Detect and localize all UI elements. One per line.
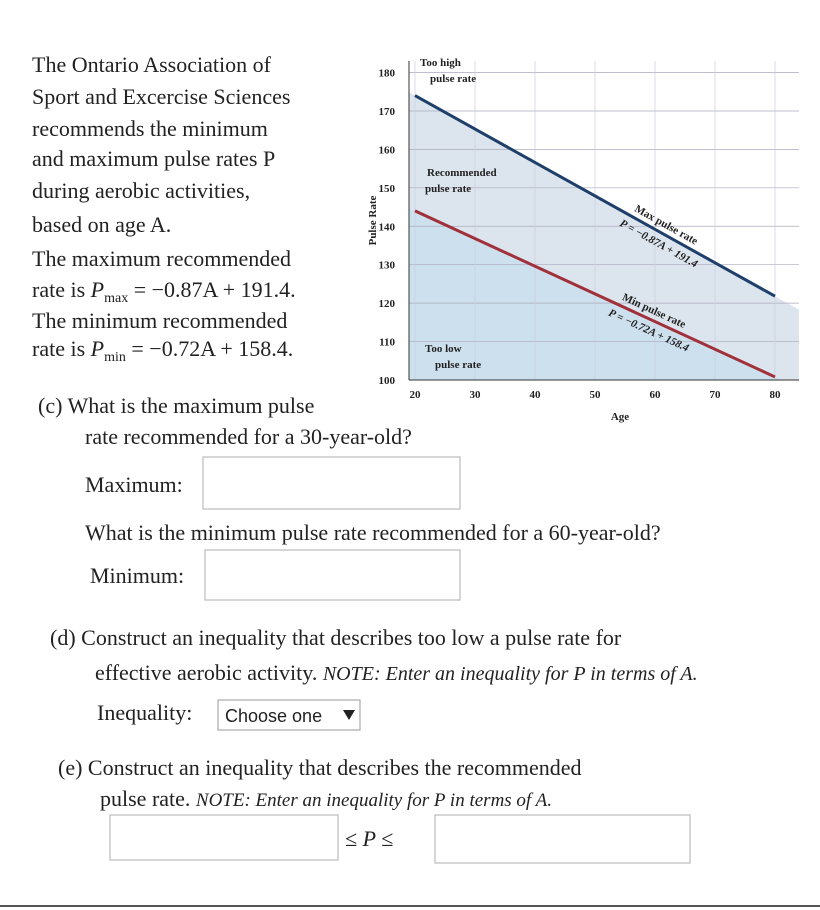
x-tick-label: 50 (590, 389, 602, 401)
answer-label: Minimum: (90, 563, 184, 588)
y-tick-label: 120 (379, 298, 396, 310)
x-tick-label: 30 (470, 389, 482, 401)
rule-prefix: rate is (32, 277, 91, 302)
note: NOTE: Enter an inequality for P in terms… (195, 790, 552, 811)
x-tick-label: 20 (410, 389, 422, 401)
region-recommended (409, 92, 799, 380)
maximum-input[interactable] (202, 456, 461, 510)
x-tick-label: 60 (650, 389, 662, 401)
question-e-line: pulse rate. NOTE: Enter an inequality fo… (100, 786, 552, 811)
question-c-line: rate recommended for a 30-year-old? (85, 424, 412, 449)
minimum-input[interactable] (204, 549, 461, 601)
rule-sub: max (104, 291, 128, 306)
rule-var: P (90, 336, 104, 361)
rule-prefix: rate is (32, 336, 91, 361)
intro-line: recommends the minimum (32, 116, 268, 141)
inequality-label: Inequality: (97, 700, 192, 725)
region-label: pulse rate (430, 73, 476, 85)
y-tick-label: 100 (379, 375, 396, 387)
intro-line: based on age A. (32, 212, 171, 237)
question-text: effective aerobic activity. (95, 660, 323, 685)
question-text: pulse rate. (100, 786, 196, 811)
rule-suffix: = −0.72A + 158.4. (126, 336, 293, 361)
series-line (414, 209, 776, 379)
dropdown-arrow (343, 710, 355, 720)
dropdown-text: Choose one (225, 706, 322, 726)
y-tick-label: 180 (379, 68, 396, 80)
region-label: Recommended (427, 167, 497, 179)
x-tick-label: 70 (710, 389, 722, 401)
question-c-line: (c) What is the maximum pulse (38, 393, 314, 418)
rule-sub: min (104, 350, 126, 365)
intro-line: Sport and Excercise Sciences (32, 84, 290, 109)
y-tick-label: 160 (379, 144, 396, 156)
y-tick-label: 150 (379, 183, 396, 195)
relation: ≤ P ≤ (345, 826, 393, 851)
lower-bound-input[interactable] (109, 814, 339, 861)
upper-bound-input[interactable] (434, 814, 691, 864)
intro-rule: rate is Pmin = −0.72A + 158.4. (32, 336, 293, 365)
region-label: pulse rate (435, 359, 481, 371)
intro-line: and maximum pulse rates P (32, 146, 275, 171)
inequality-dropdown[interactable] (217, 699, 361, 731)
note: NOTE: Enter an inequality for P in terms… (322, 663, 698, 685)
intro-line: during aerobic activities, (32, 178, 250, 203)
question-e-line: (e) Construct an inequality that describ… (58, 755, 582, 780)
answer-label: Maximum: (85, 472, 183, 497)
intro-rule: rate is Pmax = −0.87A + 191.4. (32, 277, 296, 306)
x-axis-label: Age (611, 411, 629, 423)
region-label: Too high (420, 57, 461, 69)
plot-area (409, 61, 799, 380)
intro-line: The minimum recommended (32, 308, 287, 333)
x-tick-label: 80 (770, 389, 782, 401)
x-tick-label: 40 (530, 389, 542, 401)
intro-line: The maximum recommended (32, 246, 291, 271)
y-axis-label: Pulse Rate (367, 195, 379, 245)
question-c-followup: What is the minimum pulse rate recommend… (85, 520, 661, 545)
y-tick-label: 170 (379, 106, 396, 118)
y-tick-label: 110 (379, 337, 395, 349)
region-label: Too low (425, 343, 462, 355)
intro-line: The Ontario Association of (32, 52, 272, 77)
series-line (414, 94, 776, 298)
rule-var: P (90, 277, 104, 302)
question-d-line: (d) Construct an inequality that describ… (50, 625, 622, 650)
question-d-line: effective aerobic activity. NOTE: Enter … (95, 660, 698, 685)
region-label: pulse rate (425, 183, 471, 195)
rule-suffix: = −0.87A + 191.4. (128, 277, 295, 302)
y-tick-label: 140 (379, 221, 396, 233)
y-tick-label: 130 (379, 260, 396, 272)
